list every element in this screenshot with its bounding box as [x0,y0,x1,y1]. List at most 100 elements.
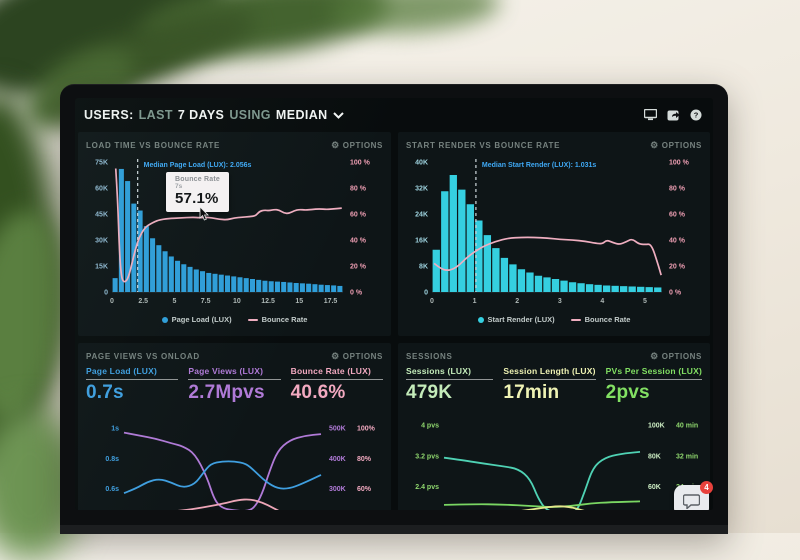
panel-start-render: START RENDER VS BOUNCE RATE ⚙ OPTIONS 40… [398,132,710,336]
dashboard-header: USERS: LAST 7 DAYS USING MEDIAN [75,98,713,132]
svg-text:16K: 16K [415,238,428,245]
bar [224,275,231,292]
svg-text:5: 5 [172,298,176,305]
legend-start-render[interactable]: Start Render (LUX) [477,315,555,324]
load-time-chart[interactable]: 75K 60K 45K 30K 15K 0 100 % 80 % 60 % 40 % 20 % 0 %… [86,154,383,312]
legend-page-load[interactable]: Page Load (LUX) [161,315,232,324]
median-annotation: Median Start Render (LUX): 1.031s [475,159,596,292]
bar [281,281,287,292]
bar [293,282,299,292]
panel-title: PAGE VIEWS VS ONLOAD [86,351,200,361]
metric-rule [503,379,596,380]
help-icon[interactable]: ? [689,109,703,122]
chat-widget-button[interactable]: 4 [674,481,713,510]
bar [218,274,224,292]
title-using: USING [229,108,271,122]
bar [306,283,312,292]
bar [654,287,662,292]
start-render-chart[interactable]: 40K 32K 24K 16K 8K 0 100 % 80 % 60 % 40 % 20 % 0 % 0… [406,154,702,312]
svg-text:24K: 24K [415,212,428,219]
bounce-rate-line [433,236,662,276]
metric-rule [605,379,702,380]
bar [287,282,293,292]
metric-label: PVs Per Session (LUX) [605,366,702,376]
bar [337,285,343,292]
options-button[interactable]: ⚙ OPTIONS [650,139,702,150]
svg-text:0: 0 [424,290,428,297]
bar [162,251,168,292]
svg-text:40K: 40K [415,160,428,167]
gear-icon: ⚙ [331,350,340,361]
svg-text:12.5: 12.5 [261,298,275,305]
metric-value: 40.6% [290,382,346,403]
svg-text:10: 10 [233,298,241,305]
bar [466,204,474,292]
bar [243,278,249,292]
options-button[interactable]: ⚙ OPTIONS [331,139,383,150]
bar [249,279,255,292]
bar [237,277,243,292]
metric-page-load[interactable]: Page Load (LUX) 0.7s [86,366,179,411]
chart-legend: Start Render (LUX) Bounce Rate [406,312,702,327]
svg-text:Median Page Load (LUX): 2.056s: Median Page Load (LUX): 2.056s [144,162,252,169]
svg-text:3: 3 [558,298,562,305]
svg-text:300K: 300K [329,486,346,493]
svg-text:40 %: 40 % [669,238,686,245]
metric-label: Page Views (LUX) [188,366,264,376]
metric-pvs-per-session[interactable]: PVs Per Session (LUX) 2pvs [605,366,702,411]
svg-text:0: 0 [430,298,434,305]
svg-text:100 %: 100 % [350,160,371,167]
panel-title: LOAD TIME VS BOUNCE RATE [86,140,220,150]
svg-text:80 %: 80 % [350,186,367,193]
bars [112,168,343,292]
bar [206,272,212,292]
legend-bounce-rate[interactable]: Bounce Rate [247,315,307,324]
metric-page-views[interactable]: Page Views (LUX) 2.7Mpvs [188,366,281,411]
title-users: USERS: [84,108,134,122]
display-icon[interactable] [643,109,657,122]
metric-row: Sessions (LUX) 479K Session Length (LUX)… [406,366,702,411]
svg-text:2: 2 [515,298,519,305]
gear-icon: ⚙ [650,350,659,361]
metric-rule [290,379,383,380]
metric-rule [406,379,494,380]
dashboard: USERS: LAST 7 DAYS USING MEDIAN [75,98,713,510]
bar [602,285,611,292]
mouse-cursor [199,206,209,226]
metric-value: 2.7Mpvs [188,382,265,403]
metric-session-length[interactable]: Session Length (LUX) 17min [503,366,596,411]
bar [125,181,131,292]
bars [432,175,662,292]
axis-ticks: 1s0.8s0.6s0.4s500K100%400K80%300K60%200K… [105,426,375,494]
svg-text:17.5: 17.5 [324,298,338,305]
legend-bounce-rate[interactable]: Bounce Rate [570,315,630,324]
share-icon[interactable] [666,109,680,122]
svg-text:80 %: 80 % [669,186,686,193]
metric-label: Bounce Rate (LUX) [290,366,372,376]
metric-sessions[interactable]: Sessions (LUX) 479K [406,366,494,411]
bar [324,285,330,292]
onload-trend-chart[interactable]: 1s0.8s0.6s0.4s500K100%400K80%300K60%200K… [86,413,383,510]
svg-text:15K: 15K [95,264,108,271]
metric-bounce-rate[interactable]: Bounce Rate (LUX) 40.6% [290,366,383,411]
legend-dot [161,316,168,323]
bar [492,248,500,292]
svg-text:80%: 80% [357,456,372,463]
svg-text:8K: 8K [419,264,428,271]
users-range-dropdown[interactable]: USERS: LAST 7 DAYS USING MEDIAN [84,108,344,122]
title-range: LAST [138,108,173,122]
options-button[interactable]: ⚙ OPTIONS [650,350,702,361]
tooltip-label: Bounce Rate [175,176,220,183]
bar [475,220,483,292]
svg-text:?: ? [694,111,699,120]
panel-page-views-onload: PAGE VIEWS VS ONLOAD ⚙ OPTIONS Page Load… [78,343,391,510]
options-button[interactable]: ⚙ OPTIONS [331,350,383,361]
metric-row: Page Load (LUX) 0.7s Page Views (LUX) 2.… [86,366,383,411]
bar [458,189,466,292]
svg-text:2.4 pvs: 2.4 pvs [415,484,439,491]
bar [577,283,585,292]
svg-text:40 min: 40 min [676,422,698,429]
svg-text:60K: 60K [95,186,108,193]
